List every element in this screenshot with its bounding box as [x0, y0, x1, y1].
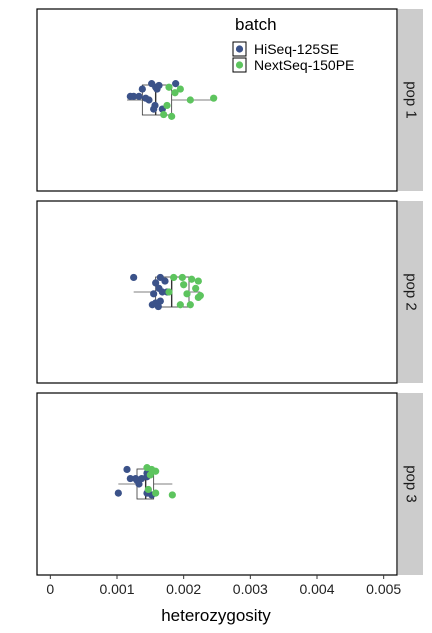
data-point — [165, 83, 173, 91]
data-point — [210, 94, 218, 102]
data-point — [152, 489, 160, 497]
x-tick-label: 0.002 — [166, 581, 201, 597]
facet-strip — [398, 393, 423, 575]
panel-border — [36, 8, 398, 192]
data-point — [148, 301, 156, 309]
data-point — [143, 464, 151, 472]
data-point — [130, 273, 138, 282]
x-tick-label: 0.001 — [99, 581, 134, 597]
data-point — [150, 105, 158, 113]
data-point — [163, 101, 171, 110]
facet-strip — [398, 9, 423, 191]
data-point — [186, 96, 194, 104]
data-point — [168, 112, 176, 120]
data-point — [153, 85, 161, 93]
facet-panel: pop 2 — [36, 200, 423, 384]
data-point — [194, 293, 202, 302]
legend-label: NextSeq-150PE — [254, 57, 354, 73]
data-point — [192, 284, 200, 292]
data-point — [186, 301, 194, 309]
data-point — [170, 273, 178, 282]
legend-title: batch — [235, 15, 277, 34]
data-point — [145, 96, 153, 104]
facet-strip-label: pop 2 — [403, 273, 420, 311]
data-point — [178, 273, 186, 282]
data-point — [194, 277, 202, 285]
facet-strip-label: pop 3 — [403, 465, 420, 503]
data-point — [160, 110, 168, 119]
data-point — [171, 89, 179, 97]
facet-panel: pop 1 — [36, 8, 423, 192]
data-point — [144, 485, 152, 494]
data-point — [183, 290, 191, 298]
data-point — [165, 288, 173, 296]
facet-strip-label: pop 1 — [403, 81, 420, 119]
data-point — [154, 302, 162, 311]
panel-border — [36, 200, 398, 384]
data-point — [168, 491, 176, 499]
data-point — [135, 480, 143, 488]
x-axis-title: heterozygosity — [161, 606, 271, 625]
data-point — [176, 85, 184, 93]
data-point — [176, 301, 184, 309]
data-point — [126, 474, 134, 483]
data-point — [114, 489, 122, 497]
data-point — [158, 288, 166, 296]
x-tick-label: 0.005 — [366, 581, 401, 597]
x-axis: 0 0.001 0.002 0.003 0.004 0.005 — [46, 575, 401, 597]
data-point — [138, 85, 146, 93]
data-point — [126, 92, 134, 100]
facet-panel: pop 3 — [36, 392, 423, 576]
legend-swatch — [235, 45, 244, 53]
data-point — [123, 465, 131, 474]
legend-label: HiSeq-125SE — [254, 41, 339, 57]
data-point — [161, 277, 169, 285]
panel-border — [36, 392, 398, 576]
x-tick-label: 0.003 — [233, 581, 268, 597]
data-point — [172, 80, 180, 88]
data-point — [148, 80, 156, 88]
legend-swatch — [235, 61, 244, 69]
facet-panels: pop 1 pop 2 pop 3 — [36, 8, 423, 576]
data-point — [150, 290, 158, 298]
data-point — [146, 471, 154, 479]
data-point — [135, 92, 143, 100]
facet-strip — [398, 201, 423, 383]
x-tick-label: 0 — [46, 581, 54, 597]
data-point — [132, 474, 140, 483]
data-point — [180, 281, 188, 289]
data-point — [152, 279, 160, 287]
x-tick-label: 0.004 — [299, 581, 334, 597]
data-point — [188, 275, 196, 283]
